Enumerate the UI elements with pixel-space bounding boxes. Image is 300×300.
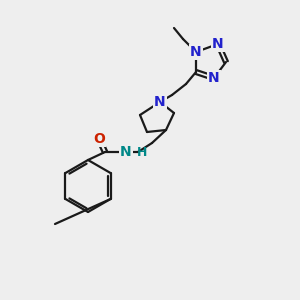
Text: N: N (208, 71, 220, 85)
Text: N: N (120, 145, 132, 159)
Text: N: N (212, 37, 224, 51)
Text: H: H (137, 146, 147, 160)
Text: O: O (93, 132, 105, 146)
Text: N: N (190, 45, 202, 59)
Text: N: N (154, 95, 166, 109)
